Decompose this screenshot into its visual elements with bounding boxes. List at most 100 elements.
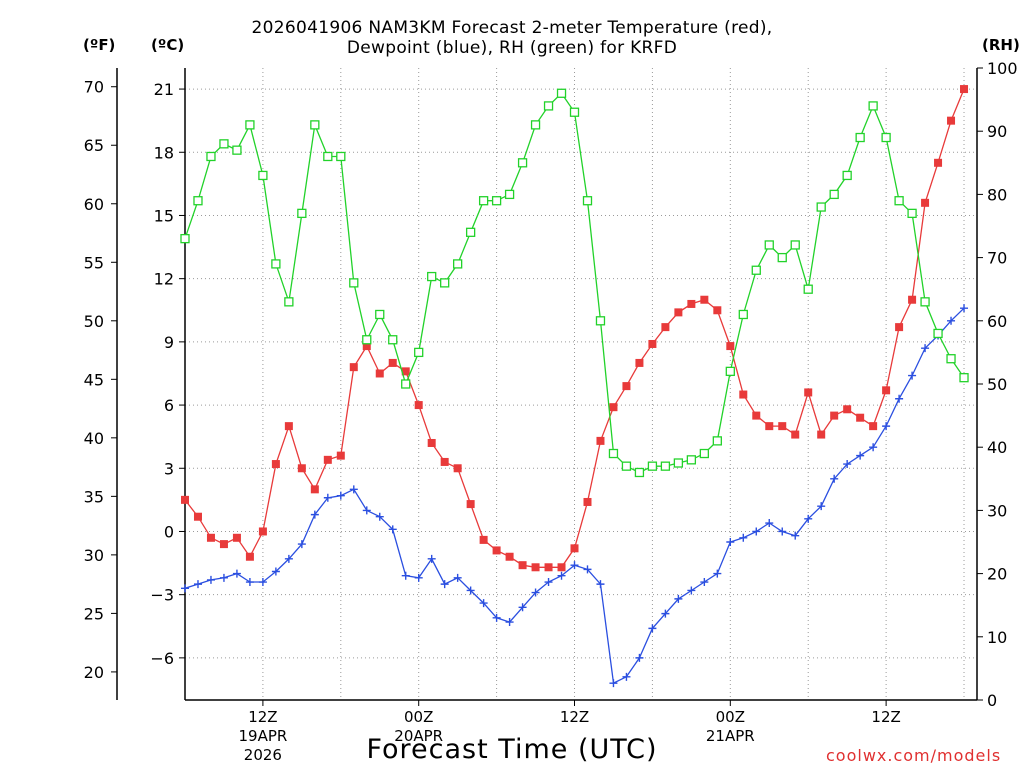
rh-point (777, 252, 787, 263)
dewpoint-point (700, 578, 709, 587)
dewpoint-point (765, 519, 774, 528)
chart-title-line-2: Dewpoint (blue), RH (green) for KRFD (346, 38, 678, 58)
2-meter-temperature-point (765, 422, 774, 431)
rh-point (946, 354, 956, 364)
2-meter-temperature-point (856, 413, 865, 422)
rh-point (907, 208, 917, 219)
2-meter-temperature-point (544, 563, 553, 572)
rh-series (180, 88, 969, 478)
dewpoint-point (401, 571, 410, 580)
rh-point (764, 240, 774, 250)
rh-point (388, 335, 398, 345)
2-meter-temperature-point (388, 358, 397, 367)
2-meter-temperature-point (921, 198, 930, 207)
rh-point (751, 265, 761, 275)
dewpoint-point (193, 580, 202, 589)
dewpoint-point (297, 540, 306, 549)
grid-lines (185, 68, 977, 700)
2-meter-temperature-point (713, 306, 722, 315)
dewpoint-point (531, 588, 540, 597)
rh-point (414, 347, 424, 358)
rh-point (855, 132, 865, 143)
dewpoint-point (791, 531, 800, 540)
dewpoint-point (388, 525, 397, 534)
2-meter-temperature-point (908, 295, 917, 304)
2-meter-temperature-point (674, 308, 683, 317)
fahrenheit-tick-label: 50 (84, 312, 104, 331)
x-tick-date-label: 19APR (238, 727, 287, 745)
celsius-tick-label: 18 (154, 143, 174, 162)
2-meter-temperature-point (557, 563, 566, 572)
dewpoint-point (713, 569, 722, 578)
rh-point (660, 461, 671, 471)
2-meter-temperature-point (687, 299, 696, 308)
2-meter-temperature-point (882, 386, 891, 395)
dewpoint-point (609, 679, 618, 688)
2-meter-temperature-point (583, 497, 592, 506)
rh-point (284, 297, 294, 307)
rh-point (517, 158, 528, 168)
dewpoint-point (648, 624, 657, 633)
dewpoint-point (349, 485, 358, 494)
2-meter-temperature-point (661, 323, 670, 332)
dewpoint-point (804, 514, 813, 523)
dewpoint-point (661, 609, 670, 618)
dewpoint-point (219, 573, 228, 582)
dewpoint-point (245, 578, 254, 587)
celsius-tick-label: −3 (150, 586, 174, 605)
2-meter-temperature-point (505, 552, 514, 561)
celsius-tick-label: 15 (154, 206, 174, 225)
rh-point (699, 448, 709, 459)
rh-point (634, 467, 645, 478)
dewpoint-point (440, 580, 449, 589)
rh-tick-label: 60 (987, 312, 1007, 331)
2-meter-temperature-point (739, 390, 748, 399)
rh-point (219, 139, 229, 149)
dewpoint-point (557, 571, 566, 580)
rh-point (920, 297, 930, 307)
rh-tick-label: 30 (987, 501, 1007, 520)
dewpoint-point (375, 512, 384, 521)
rh-point (504, 189, 515, 200)
rh-point (569, 107, 580, 117)
rh-point (206, 151, 216, 162)
rh-tick-label: 80 (987, 185, 1007, 204)
rh-point (491, 196, 502, 206)
2-meter-temperature-point (336, 451, 345, 460)
rh-point (725, 366, 735, 377)
rh-point (258, 170, 268, 181)
credit-link[interactable]: coolwx.com/models (826, 746, 1002, 765)
dewpoint-point (622, 672, 631, 681)
celsius-tick-label: 12 (154, 270, 174, 289)
dewpoint-point (206, 575, 215, 584)
rh-unit-label: (RH) (982, 36, 1020, 54)
dewpoint-point (323, 493, 332, 502)
rh-point (894, 196, 904, 206)
2-meter-temperature-point (869, 422, 878, 431)
rh-tick-label: 40 (987, 438, 1007, 457)
rh-point (868, 101, 878, 111)
celsius-tick-label: −6 (150, 649, 174, 668)
2-meter-temperature-point (752, 411, 761, 420)
dewpoint-point (310, 510, 319, 519)
2-meter-temperature-point (193, 512, 202, 521)
rh-point (427, 271, 437, 282)
dewpoint-point (674, 594, 683, 603)
dewpoint-point (726, 538, 735, 546)
2-meter-temperature-point (843, 405, 852, 414)
rh-point (647, 461, 658, 471)
dewpoint-point (596, 580, 605, 589)
fahrenheit-tick-label: 70 (84, 78, 104, 97)
dewpoint-point (479, 599, 488, 608)
dewpoint-point (518, 603, 527, 612)
rh-point (232, 145, 242, 155)
dewpoint-point (583, 565, 592, 574)
dewpoint-point (258, 578, 267, 587)
dewpoint-point (453, 573, 462, 582)
2-meter-temperature-point (297, 464, 306, 473)
fahrenheit-tick-label: 60 (84, 195, 104, 214)
2-meter-temperature-point (271, 460, 280, 469)
2-meter-temperature-point (349, 363, 358, 372)
rh-point (323, 151, 333, 162)
